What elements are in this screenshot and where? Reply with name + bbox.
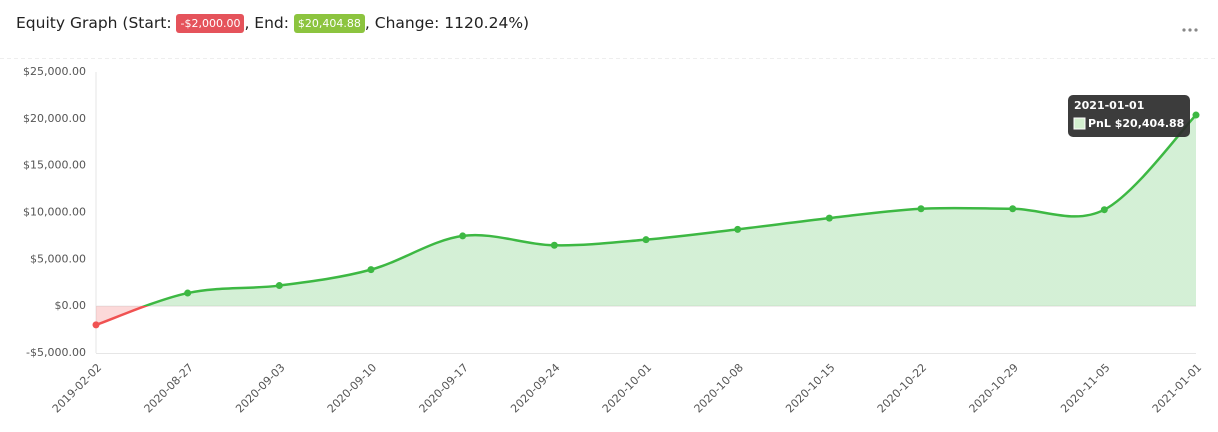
x-tick-label: 2020-10-22 bbox=[875, 361, 929, 415]
title-mid: , End: bbox=[244, 14, 294, 32]
x-tick-label: 2020-09-24 bbox=[508, 361, 562, 415]
y-tick-label: $15,000.00 bbox=[23, 159, 86, 172]
tooltip-title: 2021-01-01 bbox=[1074, 99, 1144, 112]
point bbox=[92, 321, 100, 329]
y-tick-label: $20,000.00 bbox=[23, 112, 86, 125]
y-tick-label: $0.00 bbox=[55, 299, 87, 312]
x-tick-label: 2021-01-01 bbox=[1150, 361, 1204, 415]
tooltip-box bbox=[1068, 95, 1190, 137]
x-tick-label: 2019-02-02 bbox=[50, 361, 104, 415]
point bbox=[1009, 205, 1017, 213]
point bbox=[825, 214, 833, 222]
y-tick-label: -$5,000.00 bbox=[26, 346, 86, 359]
y-tick-label: $10,000.00 bbox=[23, 206, 86, 219]
point bbox=[734, 225, 742, 233]
point bbox=[459, 232, 467, 240]
tooltip-series: PnL bbox=[1088, 117, 1111, 130]
point bbox=[1100, 206, 1108, 214]
x-tick-label: 2020-09-17 bbox=[417, 361, 471, 415]
x-tick-label: 2020-10-01 bbox=[600, 361, 654, 415]
point bbox=[550, 241, 558, 249]
start-badge: -$2,000.00 bbox=[176, 14, 245, 33]
tooltip: 2021-01-01 PnL $20,404.88 bbox=[1068, 95, 1190, 137]
x-tick-label: 2020-11-05 bbox=[1058, 361, 1112, 415]
x-tick-label: 2020-10-15 bbox=[783, 361, 837, 415]
tooltip-number: $20,404.88 bbox=[1115, 117, 1185, 130]
point bbox=[184, 289, 192, 297]
area bbox=[96, 115, 1196, 325]
point bbox=[367, 266, 375, 274]
x-tick-label: 2020-09-03 bbox=[233, 361, 287, 415]
menu-icon[interactable] bbox=[1182, 28, 1198, 32]
end-badge: $20,404.88 bbox=[293, 14, 365, 33]
tooltip-value: PnL $20,404.88 bbox=[1088, 117, 1184, 130]
tooltip-swatch bbox=[1073, 117, 1086, 130]
y-tick-label: $25,000.00 bbox=[23, 65, 86, 78]
title-change: , Change: 1120.24%) bbox=[364, 14, 530, 32]
x-tick-label: 2020-10-29 bbox=[967, 361, 1021, 415]
x-tick-label: 2020-08-27 bbox=[142, 361, 196, 415]
title-prefix: Equity Graph (Start: bbox=[16, 14, 177, 32]
header: Equity Graph (Start: -$2,000.00, End: $2… bbox=[16, 14, 530, 33]
x-tick-label: 2020-10-08 bbox=[692, 361, 746, 415]
point bbox=[642, 236, 650, 244]
point bbox=[1192, 111, 1200, 119]
point bbox=[917, 205, 925, 213]
x-tick-label: 2020-09-10 bbox=[325, 361, 379, 415]
point bbox=[275, 282, 283, 290]
y-tick-label: $5,000.00 bbox=[30, 252, 86, 265]
